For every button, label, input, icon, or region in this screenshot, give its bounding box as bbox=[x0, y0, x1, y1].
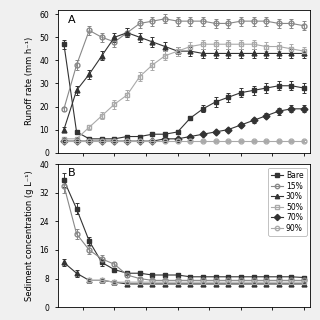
Text: A: A bbox=[68, 15, 75, 25]
Text: B: B bbox=[68, 168, 75, 179]
Y-axis label: Runoff rate (mm h⁻¹): Runoff rate (mm h⁻¹) bbox=[25, 37, 34, 125]
Legend: Bare, 15%, 30%, 50%, 70%, 90%: Bare, 15%, 30%, 50%, 70%, 90% bbox=[268, 168, 307, 236]
Y-axis label: Sediment concentration (g L⁻¹): Sediment concentration (g L⁻¹) bbox=[25, 170, 34, 301]
